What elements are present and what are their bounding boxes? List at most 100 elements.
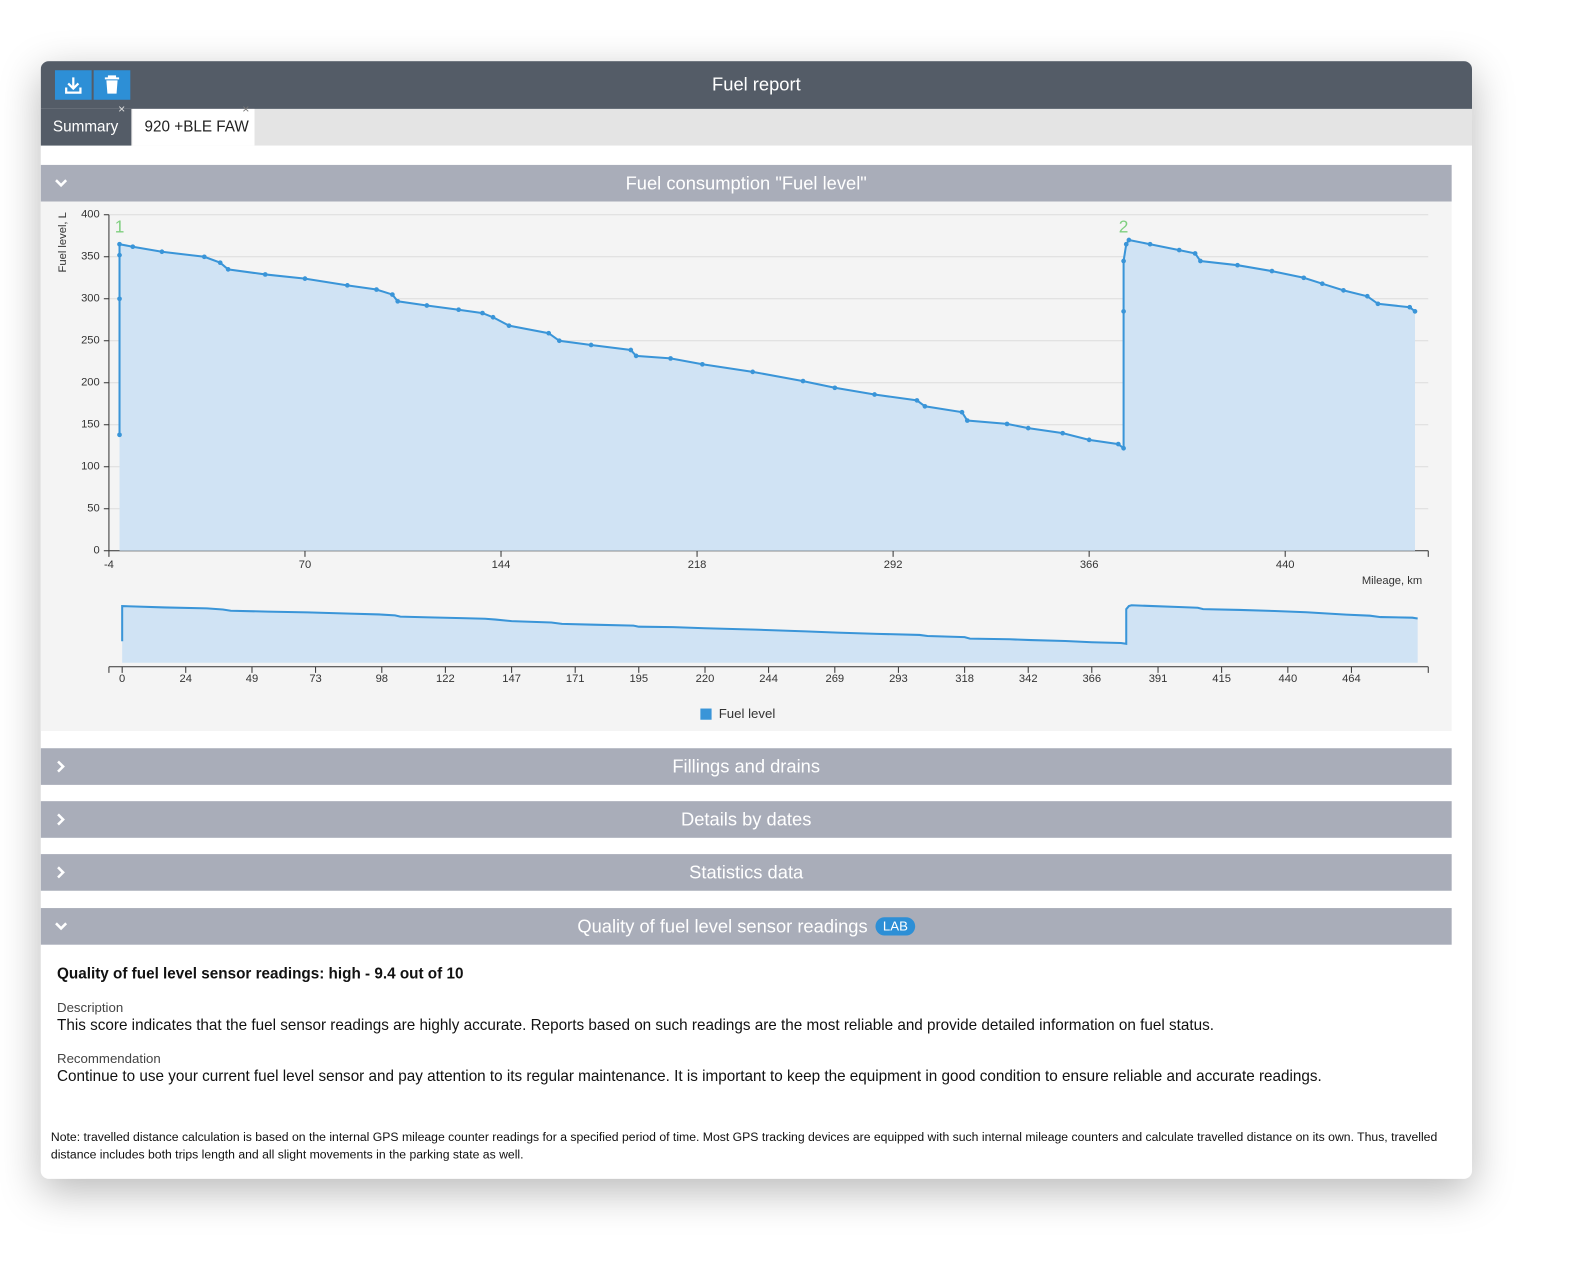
legend-label: Fuel level	[719, 706, 776, 721]
chevron-right	[57, 760, 65, 773]
tab[interactable]: 920 +BLE FAW ×	[132, 102, 255, 146]
data-point	[1192, 251, 1198, 256]
note: Note: travelled distance calculation is …	[50, 1129, 1438, 1162]
data-point	[588, 342, 594, 348]
data-point	[490, 314, 496, 320]
section-header[interactable]: Fuel consumption "Fuel level"	[40, 164, 1452, 202]
navigator-tick-label: 318	[955, 673, 974, 685]
data-point	[1364, 293, 1370, 299]
data-point	[1412, 309, 1418, 314]
y-tick-label: 50	[87, 503, 99, 515]
data-point	[1060, 430, 1065, 436]
data-point	[1407, 304, 1413, 310]
navigator-tick-label: 391	[1149, 673, 1168, 685]
data-point	[225, 267, 231, 272]
data-point	[262, 272, 268, 277]
y-tick-label: 250	[81, 335, 100, 347]
tab-close[interactable]: ×	[118, 101, 126, 117]
data-point	[800, 378, 806, 384]
chart-panel: 0 50 100 150 200 250 300 350 400 Fuel level, L -4 7…	[40, 201, 1452, 731]
navigator-tick-label: 49	[246, 673, 258, 685]
description-label: Description	[57, 999, 124, 1015]
x-tick-label: -4	[104, 559, 114, 571]
data-point	[390, 292, 395, 297]
data-point	[668, 356, 673, 361]
data-point	[1121, 258, 1126, 264]
x-tick-label: 218	[688, 559, 707, 571]
chevron-down	[55, 922, 68, 931]
x-tick-label: 70	[299, 559, 311, 571]
data-point	[480, 310, 485, 316]
data-point	[832, 385, 838, 391]
navigator-tick-label: 98	[376, 673, 388, 685]
data-point	[633, 353, 639, 359]
data-point	[1147, 241, 1153, 247]
data-point	[1198, 258, 1203, 264]
navigator-tick-label: 464	[1342, 673, 1361, 685]
navigator-tick-label: 342	[1019, 673, 1038, 685]
event-marker: 2	[1119, 217, 1129, 237]
data-point	[424, 303, 430, 308]
y-tick-label: 350	[81, 251, 100, 263]
y-tick-label: 150	[81, 419, 100, 431]
x-tick-label: 144	[492, 559, 511, 571]
navigator-tick-label: 415	[1212, 673, 1231, 685]
chevron-right	[57, 866, 65, 879]
data-point	[1301, 275, 1307, 281]
lab-badge: LAB	[875, 917, 916, 936]
section-title: Statistics data	[689, 862, 804, 883]
tab[interactable]: Summary ×	[40, 102, 132, 146]
chart: 0 50 100 150 200 250 300 350 400 Fuel level, L -4 7…	[57, 209, 1429, 721]
section-title: Details by dates	[680, 809, 812, 830]
data-point	[506, 323, 512, 328]
section-header[interactable]: Quality of fuel level sensor readings LAB	[40, 908, 1452, 945]
data-point	[872, 392, 877, 397]
download-icon	[65, 77, 82, 94]
fuel-line	[118, 238, 1416, 451]
data-point	[914, 398, 920, 403]
data-point	[217, 260, 223, 266]
data-point	[302, 276, 308, 281]
section-title: Fuel consumption "Fuel level"	[625, 173, 867, 194]
data-point	[345, 283, 350, 288]
quality-heading: Quality of fuel level sensor readings: h…	[57, 965, 464, 983]
y-tick-label: 400	[81, 209, 100, 221]
y-tick-label: 300	[81, 293, 100, 305]
navigator-tick-label: 293	[889, 673, 908, 685]
download-button[interactable]	[54, 70, 92, 100]
recommendation-label: Recommendation	[57, 1050, 161, 1066]
navigator-tick-label: 195	[629, 673, 648, 685]
data-point	[556, 338, 562, 344]
data-point	[1375, 301, 1381, 307]
data-point	[130, 244, 136, 250]
navigator-tick-label: 220	[696, 673, 715, 685]
description-text: This score indicates that the fuel senso…	[57, 1016, 1214, 1035]
data-point	[964, 418, 970, 423]
data-point	[1235, 262, 1240, 268]
data-point	[700, 361, 705, 367]
fuel-area	[119, 239, 1416, 551]
data-point	[1319, 281, 1325, 287]
data-point	[922, 403, 928, 409]
data-point	[117, 252, 122, 258]
y-tick-label: 100	[81, 461, 100, 473]
data-point	[1341, 288, 1346, 293]
section-header[interactable]: Statistics data	[40, 854, 1452, 891]
event-marker: 1	[115, 217, 125, 237]
data-point	[374, 287, 379, 292]
navigator-tick-label: 0	[119, 673, 125, 685]
delete-button[interactable]	[93, 70, 131, 100]
data-point	[456, 307, 461, 313]
data-point	[1176, 247, 1182, 253]
section-header[interactable]: Details by dates	[40, 801, 1452, 838]
x-tick-label: 440	[1276, 559, 1295, 571]
data-point	[1086, 437, 1092, 443]
data-point	[1121, 309, 1126, 314]
data-point	[117, 432, 122, 438]
delete-icon	[104, 75, 120, 94]
tab-label: Summary	[52, 118, 119, 136]
section-header[interactable]: Fillings and drains	[40, 748, 1452, 785]
tab-close[interactable]: ×	[242, 101, 250, 117]
header-title: Fuel report	[712, 74, 801, 95]
data-point	[750, 369, 756, 375]
